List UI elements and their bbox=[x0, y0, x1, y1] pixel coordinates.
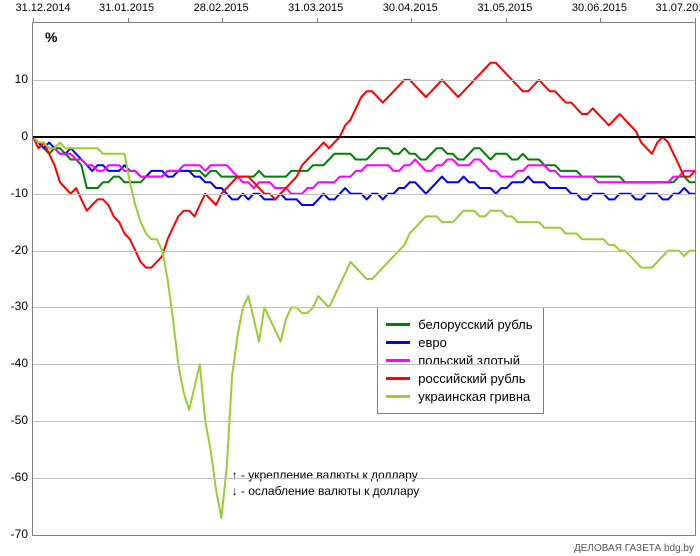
legend-row: евро bbox=[386, 335, 532, 350]
y-tick-label: -70 bbox=[4, 527, 28, 541]
x-tick-label: 31.12.2014 bbox=[15, 2, 70, 14]
series-line bbox=[33, 63, 695, 268]
legend-label: украинская гривна bbox=[418, 389, 530, 404]
legend-swatch bbox=[386, 359, 410, 362]
legend-swatch bbox=[386, 323, 410, 326]
legend-label: польский злотый bbox=[418, 353, 520, 368]
legend-swatch bbox=[386, 395, 410, 398]
gridline-h bbox=[33, 194, 695, 195]
legend-label: белорусский рубль bbox=[418, 317, 532, 332]
x-tick-label: 31.03.2015 bbox=[288, 2, 343, 14]
y-tick-label: -60 bbox=[4, 470, 28, 484]
gridline-h bbox=[33, 307, 695, 308]
x-tick-label: 28.02.2015 bbox=[194, 2, 249, 14]
legend-row: украинская гривна bbox=[386, 389, 532, 404]
note-weaken: ↓ - ослабление валюты к доллару bbox=[232, 483, 420, 499]
gridline-h bbox=[33, 80, 695, 81]
x-tick-label: 31.07.2015 bbox=[655, 2, 700, 14]
note-strengthen: ↑ - укрепление валюты к доллару bbox=[232, 467, 420, 483]
x-tick-label: 30.04.2015 bbox=[383, 2, 438, 14]
x-tick-label: 31.05.2015 bbox=[477, 2, 532, 14]
y-tick-label: -10 bbox=[4, 186, 28, 200]
y-tick-label: 10 bbox=[4, 72, 28, 86]
x-tick-mark bbox=[317, 18, 318, 23]
plot-area: % белорусский рубльевропольский злотыйро… bbox=[32, 22, 696, 536]
x-tick-mark bbox=[695, 18, 696, 23]
x-tick-mark bbox=[222, 18, 223, 23]
gridline-h bbox=[33, 251, 695, 252]
gridline-h bbox=[33, 364, 695, 365]
legend-label: евро bbox=[418, 335, 447, 350]
legend-swatch bbox=[386, 377, 410, 380]
x-tick-mark bbox=[33, 18, 34, 23]
legend-row: российский рубль bbox=[386, 371, 532, 386]
x-tick-mark bbox=[411, 18, 412, 23]
y-tick-label: -30 bbox=[4, 299, 28, 313]
y-tick-label: -20 bbox=[4, 243, 28, 257]
legend-box: белорусский рубль евро польский злотый росс… bbox=[377, 307, 543, 414]
zero-line bbox=[33, 136, 695, 138]
legend-swatch bbox=[386, 341, 410, 344]
x-tick-mark bbox=[128, 18, 129, 23]
legend-row: польский злотый bbox=[386, 353, 532, 368]
y-tick-label: 0 bbox=[4, 129, 28, 143]
x-tick-label: 31.01.2015 bbox=[99, 2, 154, 14]
y-tick-label: -40 bbox=[4, 356, 28, 370]
legend-label: российский рубль bbox=[418, 371, 525, 386]
arrow-notes: ↑ - укрепление валюты к доллару↓ - ослаб… bbox=[232, 467, 420, 499]
x-tick-label: 30.06.2015 bbox=[572, 2, 627, 14]
series-line bbox=[33, 137, 695, 194]
gridline-h bbox=[33, 421, 695, 422]
y-tick-label: -50 bbox=[4, 413, 28, 427]
legend-row: белорусский рубль bbox=[386, 317, 532, 332]
x-tick-mark bbox=[506, 18, 507, 23]
gridline-h bbox=[33, 478, 695, 479]
footer-brand: ДЕЛОВАЯ ГАЗЕТА bdg.by bbox=[574, 543, 694, 554]
x-axis-date-row: 31.12.2014 31.01.2015 28.02.2015 31.03.2015… bbox=[0, 0, 700, 20]
line-series-svg bbox=[33, 23, 695, 535]
chart-container: 31.12.2014 31.01.2015 28.02.2015 31.03.2015… bbox=[0, 0, 700, 556]
x-tick-mark bbox=[600, 18, 601, 23]
